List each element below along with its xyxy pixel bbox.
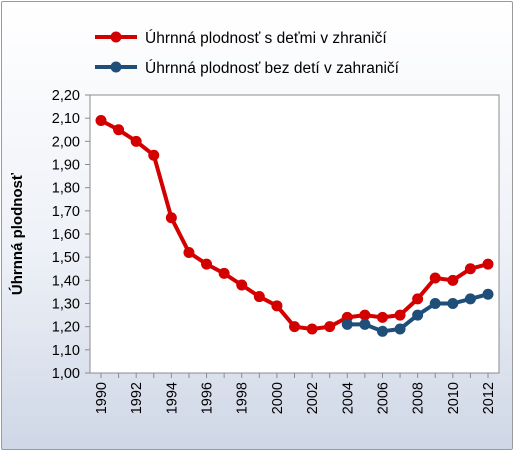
x-tick-label: 1994 xyxy=(164,382,180,414)
data-point-series-1 xyxy=(412,293,424,305)
legend-entry-series-1: Úhrnná plodnosť s deťmi v zhraničí xyxy=(95,30,387,47)
x-tick-label: 2004 xyxy=(340,382,356,414)
data-point-series-2 xyxy=(482,288,494,300)
legend-swatch-marker-1 xyxy=(110,31,122,43)
y-axis: 1,00 1,10 1,20 1,30 1,40 1,50 1,60 1,70 1,80 1,90… xyxy=(52,88,90,382)
data-point-series-1 xyxy=(183,247,195,259)
series-layer xyxy=(95,114,494,337)
data-point-series-2 xyxy=(412,309,424,321)
data-point-series-1 xyxy=(376,311,388,323)
data-point-series-2 xyxy=(359,318,371,330)
data-point-series-2 xyxy=(394,323,406,335)
data-point-series-1 xyxy=(447,274,459,286)
data-point-series-1 xyxy=(324,321,336,333)
data-point-series-1 xyxy=(359,309,371,321)
legend-label-series-1: Úhrnná plodnosť s deťmi v zhraničí xyxy=(145,30,387,47)
data-point-series-1 xyxy=(201,258,213,270)
data-point-series-2 xyxy=(376,325,388,337)
y-tick-label: 2,20 xyxy=(52,88,80,104)
x-tick-label: 1998 xyxy=(235,382,251,414)
x-tick-label: 1992 xyxy=(129,382,145,414)
data-point-series-1 xyxy=(482,258,494,270)
data-point-series-2 xyxy=(464,293,476,305)
data-point-series-1 xyxy=(289,321,300,333)
legend-entry-series-2: Úhrnná plodnosť bez detí v zahraničí xyxy=(95,60,400,77)
y-tick-label: 1,70 xyxy=(52,204,80,220)
data-point-series-1 xyxy=(253,291,265,303)
y-tick-label: 1,30 xyxy=(52,297,80,313)
x-tick-label: 2002 xyxy=(305,382,321,414)
x-tick-label: 2010 xyxy=(446,382,462,414)
x-tick-label: 2012 xyxy=(481,382,497,414)
data-point-series-1 xyxy=(113,124,125,136)
x-tick-label: 2008 xyxy=(411,382,427,414)
data-point-series-1 xyxy=(165,212,177,224)
y-axis-title: Úhrnná plodnosť xyxy=(8,172,26,295)
y-tick-label: 1,10 xyxy=(52,343,80,359)
y-tick-label: 2,00 xyxy=(52,134,80,150)
data-point-series-1 xyxy=(95,114,107,126)
y-tick-label: 1,60 xyxy=(52,227,80,243)
data-point-series-1 xyxy=(271,300,283,312)
data-point-series-1 xyxy=(464,263,476,275)
x-axis: 1990 1992 1994 1996 1998 2000 2002 2004 2006 2008… xyxy=(94,373,497,414)
y-tick-label: 2,10 xyxy=(52,111,80,127)
data-point-series-2 xyxy=(447,298,459,309)
legend-label-series-2: Úhrnná plodnosť bez detí v zahraničí xyxy=(145,60,400,77)
x-tick-label: 2006 xyxy=(375,382,391,414)
data-point-series-1 xyxy=(394,309,406,321)
legend: Úhrnná plodnosť s deťmi v zhraničí Úhrnn… xyxy=(95,30,400,77)
data-point-series-1 xyxy=(218,267,230,279)
data-point-series-1 xyxy=(130,135,142,147)
data-point-series-1 xyxy=(429,272,441,284)
data-point-series-2 xyxy=(429,298,441,309)
y-tick-label: 1,20 xyxy=(52,320,80,336)
y-tick-label: 1,80 xyxy=(52,181,80,197)
data-point-series-1 xyxy=(306,323,318,335)
data-point-series-1 xyxy=(236,279,248,291)
legend-swatch-marker-2 xyxy=(110,61,122,73)
x-tick-label: 1990 xyxy=(94,382,110,414)
x-tick-label: 1996 xyxy=(200,382,216,414)
data-point-series-1 xyxy=(148,149,160,161)
x-tick-label: 2000 xyxy=(270,382,286,414)
y-tick-label: 1,00 xyxy=(52,366,80,382)
y-tick-label: 1,40 xyxy=(52,273,80,289)
y-tick-label: 1,90 xyxy=(52,158,80,174)
y-tick-label: 1,50 xyxy=(52,250,80,266)
data-point-series-2 xyxy=(341,318,353,330)
